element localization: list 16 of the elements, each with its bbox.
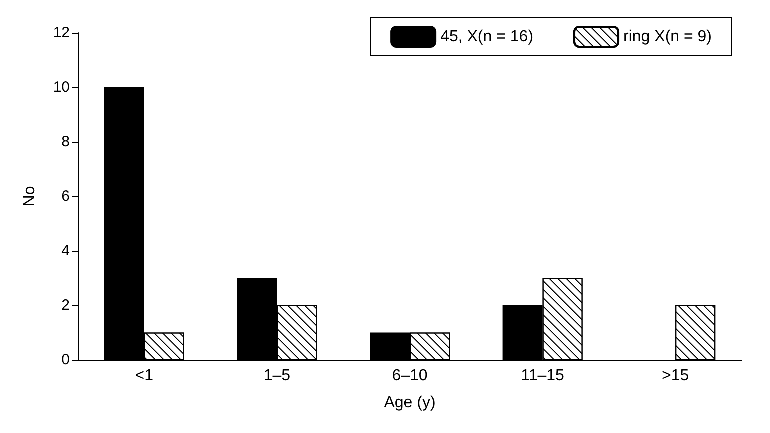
legend-label: 45, X(n = 16) [440, 28, 534, 46]
y-tick-label: 8 [62, 134, 70, 150]
y-tick-label: 0 [62, 352, 70, 368]
x-tick-label: 1–5 [264, 368, 291, 384]
y-tick-label: 2 [62, 297, 70, 314]
y-tick-label: 10 [53, 79, 70, 96]
y-tick-label: 6 [62, 188, 70, 205]
x-tick-label: 11–15 [521, 368, 565, 384]
y-axis-title: No [22, 186, 38, 207]
x-tick-label: <1 [135, 368, 154, 384]
legend-label: ring X(n = 9) [624, 28, 712, 46]
x-tick-label: >15 [662, 368, 690, 384]
x-axis-title: Age (y) [384, 394, 436, 412]
y-tick-label: 12 [53, 24, 70, 42]
y-tick-label: 4 [62, 242, 70, 260]
x-tick-label: 6–10 [392, 368, 428, 384]
